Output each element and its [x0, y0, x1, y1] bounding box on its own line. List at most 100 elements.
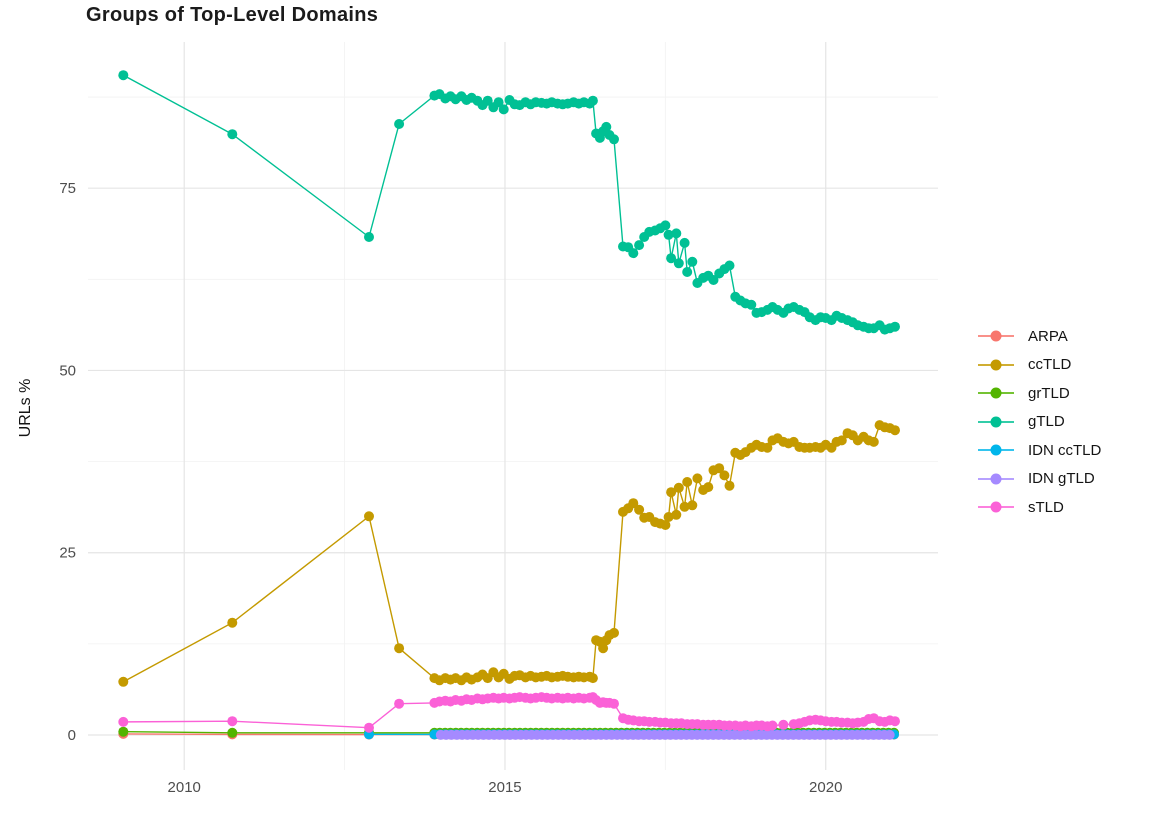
series-point-gTLD [663, 229, 674, 240]
legend-item-stld: sTLD [978, 493, 1101, 522]
series-point-ccTLD [692, 473, 703, 484]
series-line-ccTLD [122, 424, 896, 683]
series-point-gTLD [671, 228, 682, 239]
series-point-gTLD [628, 248, 639, 259]
series-point-ccTLD [394, 643, 405, 654]
legend-label: IDN ccTLD [1028, 441, 1102, 459]
y-tick-label: 75 [59, 180, 76, 197]
series-point-grTLD [118, 726, 129, 737]
series-point-ccTLD [227, 617, 238, 628]
series-point-ccTLD [714, 463, 725, 474]
series-point-gTLD [227, 129, 238, 140]
series-point-ccTLD [687, 500, 698, 511]
legend-label: gTLD [1028, 413, 1065, 431]
series-point-sTLD [118, 716, 129, 727]
series-point-ccTLD [587, 673, 598, 684]
legend-dot [990, 444, 1002, 456]
series-point-gTLD [493, 97, 504, 108]
series-point-ccTLD [609, 627, 619, 638]
x-tick-label: 2010 [168, 779, 201, 796]
series-point-gTLD [394, 119, 405, 129]
series-point-ccTLD [679, 501, 690, 512]
series-point-gTLD [587, 95, 598, 106]
series-point-ccTLD [724, 480, 735, 491]
legend-item-cctld: ccTLD [978, 351, 1101, 380]
legend-key-icon [978, 444, 1014, 456]
series-point-sTLD [394, 698, 405, 709]
series-point-ccTLD [660, 520, 671, 530]
legend-label: ccTLD [1028, 356, 1072, 374]
series-point-sTLD [364, 722, 374, 733]
legend-key-icon [978, 501, 1014, 513]
series-point-sTLD [227, 716, 238, 727]
series-point-sTLD [609, 698, 619, 709]
legend-key-icon [978, 416, 1014, 428]
series-point-ccTLD [364, 511, 374, 522]
series-point-ccTLD [598, 643, 609, 654]
series-point-ccTLD [666, 487, 677, 498]
series-point-gTLD [724, 260, 735, 271]
legend-dot [990, 359, 1002, 371]
legend-key-icon [978, 473, 1014, 485]
legend-key-icon [978, 359, 1014, 371]
series-point-ccTLD [671, 509, 682, 520]
legend-label: IDN gTLD [1028, 470, 1095, 488]
legend-item-grtld: grTLD [978, 379, 1101, 408]
series-point-sTLD [767, 720, 778, 731]
series-point-gTLD [890, 321, 900, 332]
series-point-ccTLD [118, 676, 129, 687]
series-point-IDN gTLD [884, 729, 895, 740]
legend-item-idn-gtld: IDN gTLD [978, 465, 1101, 494]
series-point-ccTLD [762, 442, 773, 453]
series-point-ccTLD [890, 425, 900, 436]
series-point-gTLD [746, 299, 757, 310]
series-point-ccTLD [682, 477, 693, 487]
series-point-sTLD [778, 719, 789, 730]
series-point-ccTLD [836, 435, 847, 446]
x-tick-label: 2020 [809, 779, 842, 796]
series-point-gTLD [679, 237, 690, 248]
series-point-gTLD [498, 104, 509, 115]
legend-label: grTLD [1028, 384, 1070, 402]
series-point-ccTLD [663, 512, 674, 522]
legend-dot [990, 387, 1002, 399]
legend-item-arpa: ARPA [978, 322, 1101, 351]
series-point-ccTLD [703, 482, 714, 493]
series-point-gTLD [708, 275, 719, 285]
legend-label: sTLD [1028, 498, 1064, 516]
series-point-gTLD [482, 95, 493, 106]
series-point-gTLD [634, 240, 645, 251]
legend-label: ARPA [1028, 327, 1068, 345]
series-point-ccTLD [673, 482, 684, 493]
chart-title: Groups of Top-Level Domains [86, 4, 379, 26]
legend-item-gtld: gTLD [978, 408, 1101, 437]
y-tick-label: 50 [59, 362, 76, 379]
series-point-gTLD [364, 232, 374, 242]
y-tick-label: 25 [59, 545, 76, 562]
legend-dot [990, 501, 1002, 513]
series-point-gTLD [118, 70, 129, 81]
legend-item-idn-cctld: IDN ccTLD [978, 436, 1101, 465]
series-point-grTLD [227, 727, 238, 738]
series-point-gTLD [673, 258, 684, 269]
series-line-gTLD [122, 74, 896, 331]
series-point-gTLD [609, 134, 619, 145]
series-point-gTLD [687, 256, 698, 267]
legend-dot [990, 473, 1002, 485]
legend-key-icon [978, 387, 1014, 399]
y-tick-label: 0 [68, 727, 76, 744]
series-point-ccTLD [868, 436, 879, 447]
series-point-ccTLD [628, 498, 639, 509]
series-point-gTLD [682, 267, 693, 277]
series-point-gTLD [666, 253, 677, 264]
x-tick-label: 2015 [488, 779, 521, 796]
legend-dot [990, 330, 1002, 342]
series-point-gTLD [601, 121, 612, 132]
series-point-ccTLD [634, 504, 645, 515]
series-point-gTLD [660, 220, 671, 231]
series-point-ccTLD [719, 470, 730, 481]
legend-dot [990, 416, 1002, 428]
series-point-sTLD [890, 716, 900, 727]
